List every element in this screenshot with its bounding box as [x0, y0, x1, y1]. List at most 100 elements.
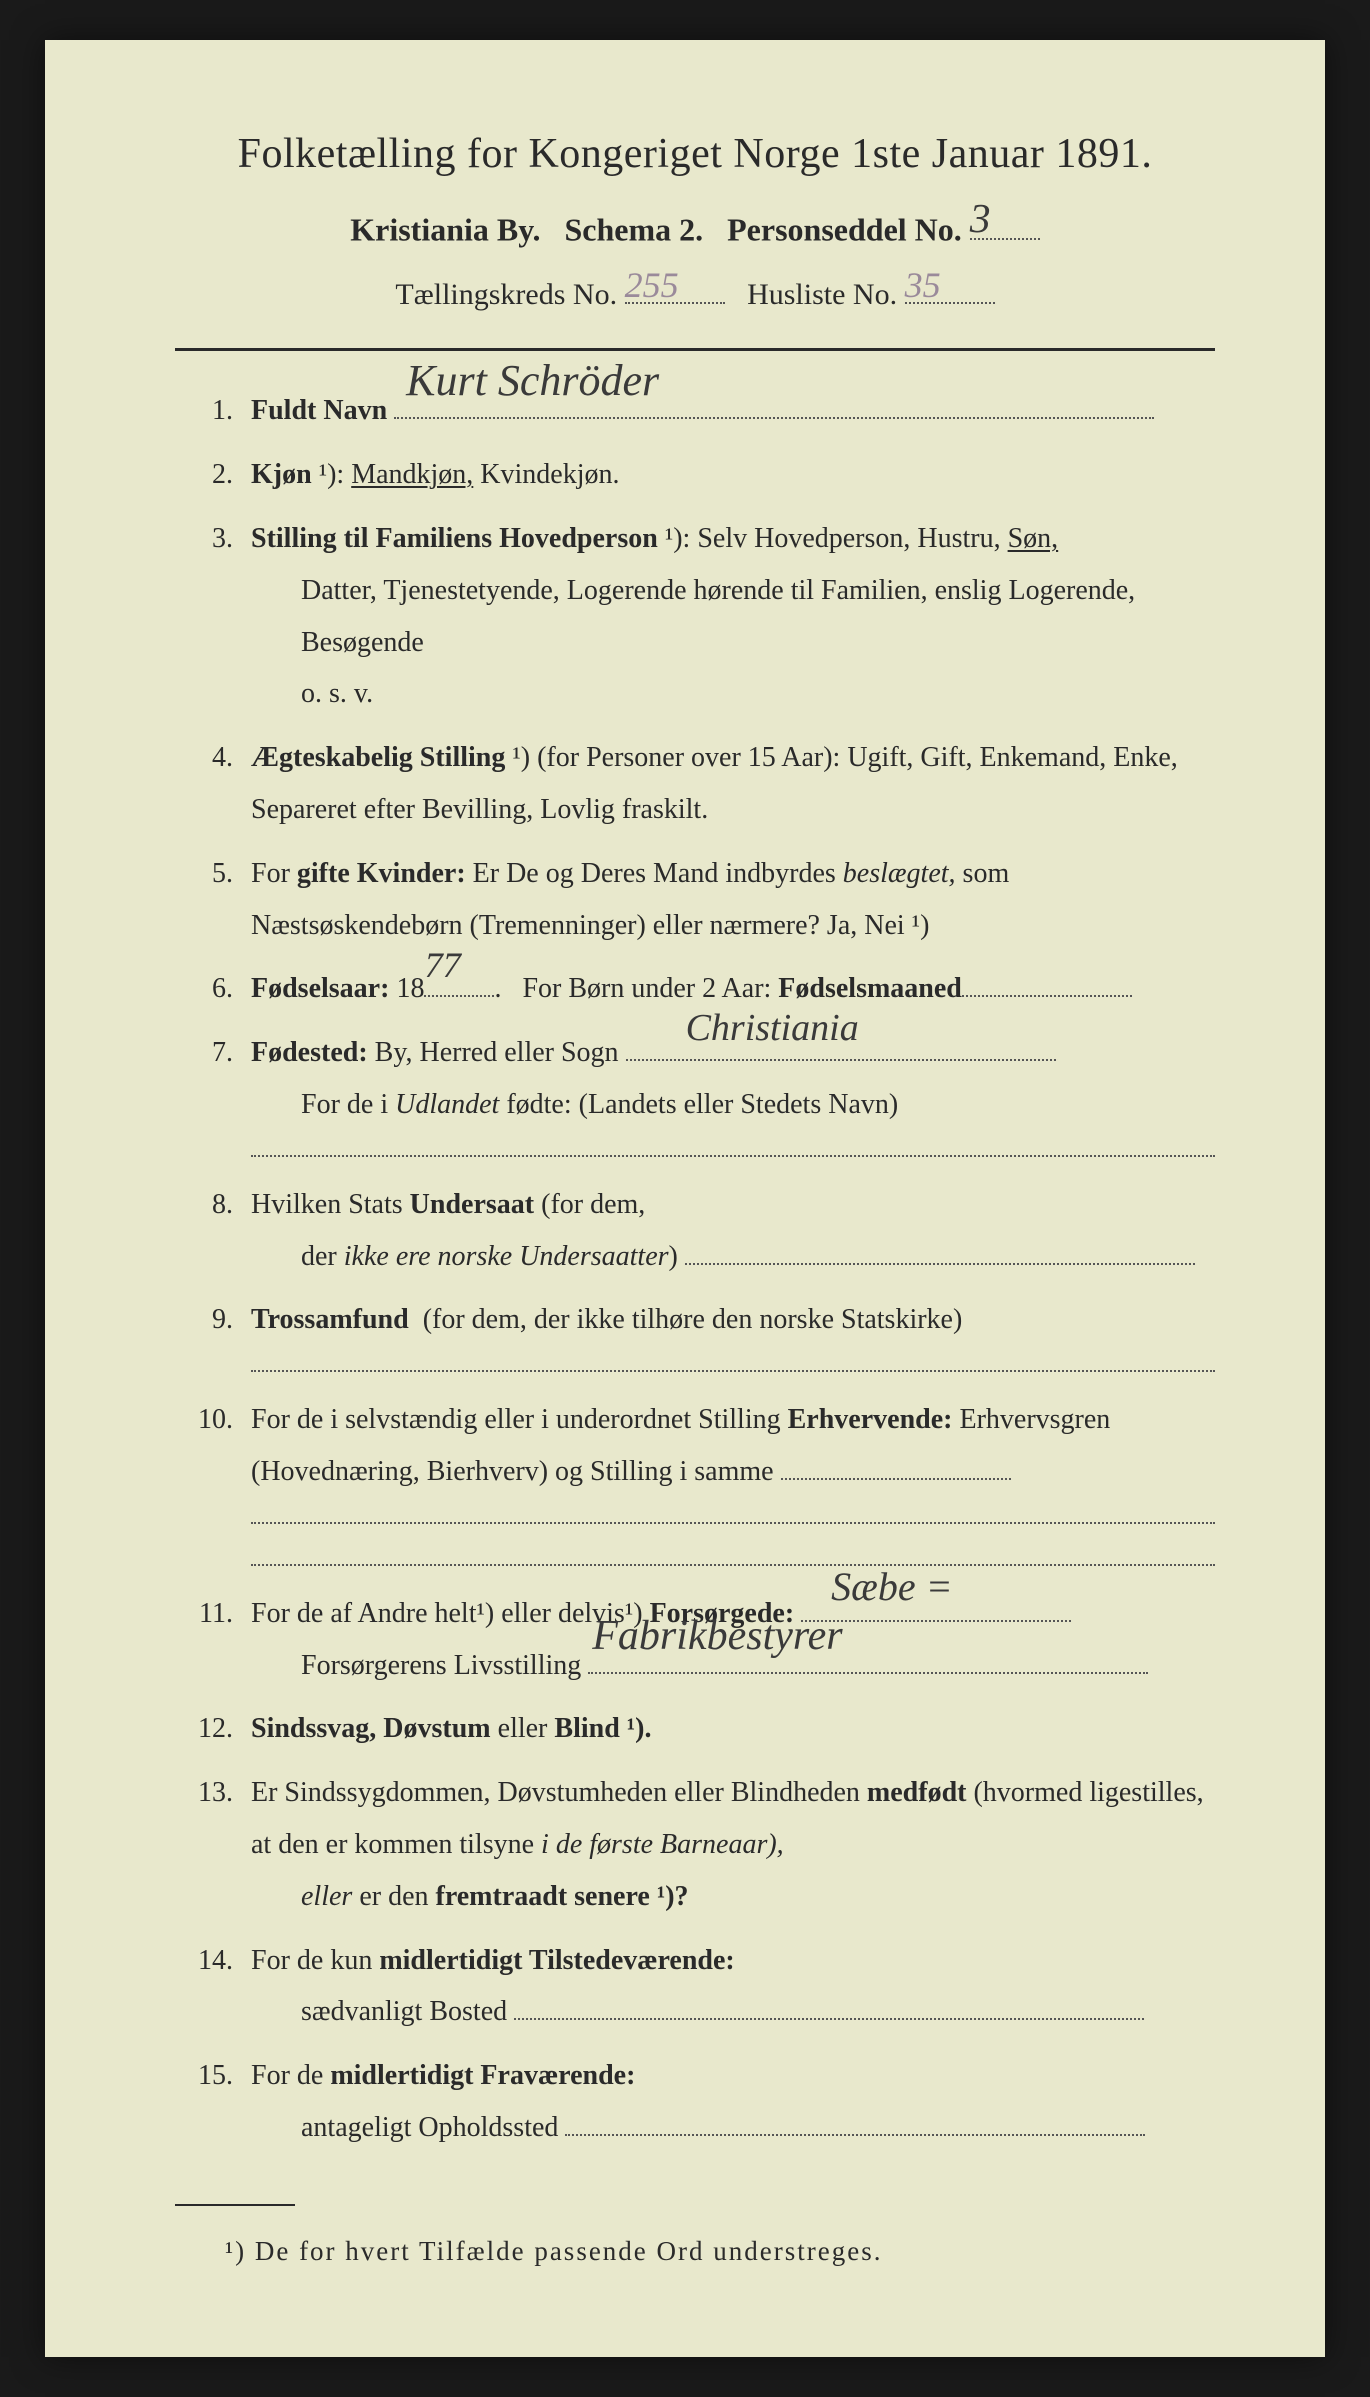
- text-8f: ): [669, 1241, 678, 1272]
- text-8c: (for dem,: [541, 1189, 645, 1220]
- num-11: 11.: [185, 1588, 251, 1692]
- num-12: 12.: [185, 1703, 251, 1755]
- item-11: 11. For de af Andre helt¹) eller delvis¹…: [185, 1588, 1215, 1692]
- text-13d: i de første Barneaar),: [541, 1829, 784, 1860]
- label-fuldt-navn: Fuldt Navn: [251, 395, 387, 426]
- text-7d: Udlandet: [395, 1089, 499, 1120]
- text-9b: (for dem, der ikke tilhøre den norske St…: [423, 1304, 963, 1335]
- label-kjon: Kjøn: [251, 459, 312, 490]
- num-14: 14.: [185, 1935, 251, 2039]
- text-15c: antageligt Opholdssted: [301, 2112, 558, 2143]
- item-1: 1. Fuldt Navn Kurt Schröder: [185, 385, 1215, 437]
- text-13a: Er Sindssygdommen, Døvstumheden eller Bl…: [251, 1777, 860, 1808]
- personseddel-no: 3: [970, 194, 991, 242]
- label-fravarende: midlertidigt Fraværende:: [330, 2060, 635, 2091]
- item-8: 8. Hvilken Stats Undersaat (for dem, der…: [185, 1179, 1215, 1283]
- num-13: 13.: [185, 1767, 251, 1922]
- blank-line-10a: [251, 1522, 1215, 1524]
- city: Kristiania By.: [350, 211, 540, 247]
- footnote-rule: [175, 2204, 295, 2206]
- text-8e: ikke ere norske Undersaatter: [344, 1241, 669, 1272]
- main-title: Folketælling for Kongeriget Norge 1ste J…: [175, 130, 1215, 178]
- label-sindssvag: Sindssvag, Døvstum: [251, 1713, 491, 1744]
- num-15: 15.: [185, 2050, 251, 2154]
- label-undersaat: Undersaat: [410, 1189, 534, 1220]
- text-7e: fødte: (Landets eller Stedets Navn): [506, 1089, 898, 1120]
- text-11a: For de af Andre helt¹) eller delvis¹): [251, 1598, 643, 1629]
- num-2: 2.: [185, 449, 251, 501]
- text-5a: For: [251, 858, 290, 889]
- husliste-no: 35: [905, 264, 941, 306]
- value-son: Søn,: [1008, 523, 1059, 554]
- num-4: 4.: [185, 732, 251, 836]
- item-5: 5. For gifte Kvinder: Er De og Deres Man…: [185, 848, 1215, 952]
- num-3: 3.: [185, 513, 251, 720]
- census-form-page: Folketælling for Kongeriget Norge 1ste J…: [45, 40, 1325, 2357]
- value-mandkjon: Mandkjøn,: [351, 459, 473, 490]
- num-6: 6.: [185, 963, 251, 1015]
- text-8d: der: [301, 1241, 337, 1272]
- text-3d: Datter, Tjenestetyende, Logerende hørend…: [251, 565, 1215, 669]
- text-14c: sædvanligt Bosted: [301, 1996, 507, 2027]
- label-stilling: Stilling til Familiens Hovedperson: [251, 523, 658, 554]
- blank-line-9: [251, 1370, 1215, 1372]
- text-15a: For de: [251, 2060, 323, 2091]
- form-items: 1. Fuldt Navn Kurt Schröder 2. Kjøn ¹): …: [185, 385, 1215, 2153]
- text-12b: eller: [498, 1713, 548, 1744]
- item-10: 10. For de i selvstændig eller i underor…: [185, 1394, 1215, 1576]
- value-kvindekjon: Kvindekjøn.: [480, 459, 619, 490]
- label-fodselsaar: Fødselsaar:: [251, 973, 389, 1004]
- text-5d: beslægtet,: [843, 858, 956, 889]
- num-1: 1.: [185, 385, 251, 437]
- text-13e: eller: [301, 1881, 352, 1912]
- item-2: 2. Kjøn ¹): Mandkjøn, Kvindekjøn.: [185, 449, 1215, 501]
- text-14a: For de kun: [251, 1945, 372, 1976]
- text-5c: Er De og Deres Mand indbyrdes: [473, 858, 836, 889]
- item-13: 13. Er Sindssygdommen, Døvstumheden elle…: [185, 1767, 1215, 1922]
- value-name: Kurt Schröder: [406, 340, 659, 421]
- item-14: 14. For de kun midlertidigt Tilstedevære…: [185, 1935, 1215, 2039]
- personseddel-label: Personseddel No.: [727, 211, 962, 247]
- label-fremtraadt: fremtraadt senere ¹)?: [436, 1881, 689, 1912]
- value-11a: Sæbe =: [831, 1550, 952, 1624]
- subtitle-row: Kristiania By. Schema 2. Personseddel No…: [175, 202, 1215, 248]
- kreds-row: Tællingskreds No. 255 Husliste No. 35: [175, 268, 1215, 312]
- label-blind: Blind ¹).: [554, 1713, 651, 1744]
- footnote: ¹) De for hvert Tilfælde passende Ord un…: [225, 2236, 1215, 2267]
- num-8: 8.: [185, 1179, 251, 1283]
- label-aegteskab: Ægteskabelig Stilling: [251, 742, 505, 773]
- num-9: 9.: [185, 1294, 251, 1382]
- value-11b: Fabrikbestyrer: [592, 1598, 842, 1676]
- item-4: 4. Ægteskabelig Stilling ¹) (for Persone…: [185, 732, 1215, 836]
- blank-line-10b: [251, 1564, 1215, 1566]
- text-3b: Selv Hovedperson, Hustru,: [697, 523, 1000, 554]
- item-3: 3. Stilling til Familiens Hovedperson ¹)…: [185, 513, 1215, 720]
- text-7b: By, Herred eller Sogn: [375, 1037, 619, 1068]
- text-13f: er den: [359, 1881, 428, 1912]
- text-7c: For de i: [301, 1089, 388, 1120]
- value-year: 77: [424, 932, 460, 999]
- label-tilstedevarende: midlertidigt Tilstedeværende:: [379, 1945, 734, 1976]
- schema-label: Schema 2.: [564, 211, 703, 247]
- num-5: 5.: [185, 848, 251, 952]
- text-10a: For de i selvstændig eller i underordnet…: [251, 1404, 781, 1435]
- item-15: 15. For de midlertidigt Fraværende: anta…: [185, 2050, 1215, 2154]
- text-8a: Hvilken Stats: [251, 1189, 403, 1220]
- label-trossamfund: Trossamfund: [251, 1304, 409, 1335]
- kreds-label: Tællingskreds No.: [395, 278, 617, 311]
- label-fodested: Fødested:: [251, 1037, 368, 1068]
- divider: [175, 348, 1215, 351]
- label-erhvervende: Erhvervende:: [788, 1404, 953, 1435]
- text-18: 18: [396, 973, 424, 1004]
- kreds-no: 255: [625, 264, 679, 306]
- item-12: 12. Sindssvag, Døvstum eller Blind ¹).: [185, 1703, 1215, 1755]
- text-3e: o. s. v.: [251, 668, 1215, 720]
- item-9: 9. Trossamfund (for dem, der ikke tilhør…: [185, 1294, 1215, 1382]
- num-10: 10.: [185, 1394, 251, 1576]
- value-birthplace: Christiania: [686, 993, 859, 1063]
- blank-line-7: [251, 1155, 1215, 1157]
- husliste-label: Husliste No.: [747, 278, 897, 311]
- item-7: 7. Fødested: By, Herred eller Sogn Chris…: [185, 1027, 1215, 1167]
- label-gifte: gifte Kvinder:: [297, 858, 466, 889]
- label-medfodt: medfødt: [867, 1777, 967, 1808]
